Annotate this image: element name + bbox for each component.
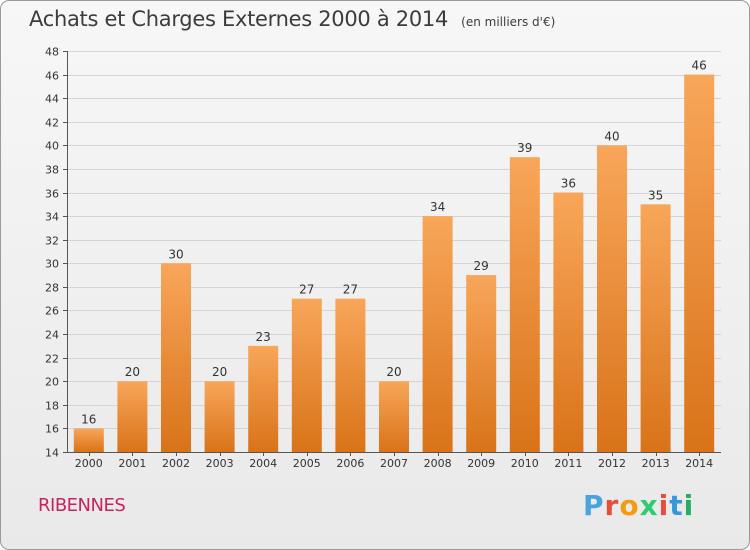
y-tick-label: 22 [45,353,59,366]
logo-letter: P [583,489,605,522]
y-tick-label: 46 [45,70,59,83]
bar [117,381,147,452]
value-label: 20 [212,365,227,379]
x-tick-label: 2003 [206,457,234,470]
x-tick-label: 2006 [336,457,364,470]
y-tick-label: 48 [45,46,59,59]
value-label: 27 [299,283,314,297]
x-tick-label: 2013 [642,457,670,470]
y-tick-label: 42 [45,117,59,130]
value-label: 35 [648,188,663,202]
bar [335,299,365,452]
y-tick-label: 26 [45,305,59,318]
value-label: 23 [256,330,271,344]
bar [553,193,583,452]
value-label: 46 [692,59,707,73]
logo-letter: i [659,489,670,522]
y-tick-label: 28 [45,282,59,295]
bar [597,145,627,452]
y-tick-label: 36 [45,188,59,201]
x-tick-label: 2010 [511,457,539,470]
bar [684,75,714,452]
x-tick-label: 2009 [467,457,495,470]
logo-letter: t [669,489,683,522]
value-label: 20 [386,365,401,379]
value-label: 29 [474,259,489,273]
value-label: 36 [561,177,576,191]
logo-letter: x [640,489,659,522]
commune-name: RIBENNES [38,495,125,516]
value-label: 16 [81,412,96,426]
value-label: 30 [168,247,183,261]
x-tick-label: 2001 [118,457,146,470]
y-tick-label: 32 [45,235,59,248]
y-tick-label: 16 [45,423,59,436]
bars: 16 20 30 20 23 27 27 20 34 29 39 36 40 35 46 [74,59,714,452]
logo-letter: r [605,489,620,522]
bar [248,346,278,452]
bar [379,381,409,452]
bar [641,204,671,452]
bar [74,428,104,452]
bar [423,216,453,452]
y-tick-label: 18 [45,400,59,413]
x-tick-label: 2007 [380,457,408,470]
x-tick-label: 2012 [598,457,626,470]
logo-letter: i [684,489,695,522]
x-tick-label: 2002 [162,457,190,470]
proxiti-logo: Proxiti [583,489,694,522]
y-tick-label: 30 [45,258,59,271]
y-tick-label: 24 [45,329,59,342]
x-tick-label: 2004 [249,457,277,470]
x-tick-label: 2011 [554,457,582,470]
y-tick-label: 38 [45,164,59,177]
value-label: 34 [430,200,445,214]
y-tick-label: 44 [45,93,59,106]
y-tick-label: 34 [45,211,59,224]
value-label: 20 [125,365,140,379]
bar [205,381,235,452]
value-label: 39 [517,141,532,155]
bar [161,263,191,452]
bar [466,275,496,452]
value-label: 40 [604,129,619,143]
x-tick-label: 2008 [424,457,452,470]
chart-frame: Achats et Charges Externes 2000 à 2014 (… [0,0,750,550]
value-label: 27 [343,283,358,297]
y-tick-label: 20 [45,376,59,389]
x-tick-label: 2000 [75,457,103,470]
bar-chart: 16 20 30 20 23 27 27 20 34 29 39 36 40 35 46 14 16 18 20 2… [1,1,750,550]
y-tick-label: 40 [45,140,59,153]
bar [510,157,540,452]
y-tick-label: 14 [45,447,59,460]
x-tick-label: 2014 [685,457,713,470]
logo-letter: o [619,489,639,522]
x-tick-label: 2005 [293,457,321,470]
bar [292,299,322,452]
